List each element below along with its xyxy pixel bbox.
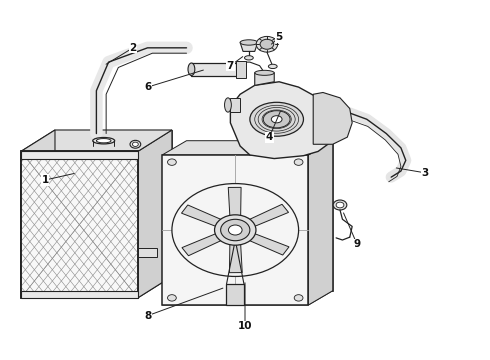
Ellipse shape xyxy=(255,70,274,75)
Text: 6: 6 xyxy=(144,82,151,92)
Polygon shape xyxy=(21,152,138,298)
Polygon shape xyxy=(181,205,222,226)
Polygon shape xyxy=(21,152,138,158)
Polygon shape xyxy=(21,276,172,298)
Ellipse shape xyxy=(215,215,256,245)
Text: 8: 8 xyxy=(144,311,151,321)
Polygon shape xyxy=(192,63,240,76)
Polygon shape xyxy=(162,155,308,305)
Ellipse shape xyxy=(240,40,258,45)
Ellipse shape xyxy=(224,98,231,112)
Text: 10: 10 xyxy=(238,321,252,332)
Ellipse shape xyxy=(269,64,277,68)
Polygon shape xyxy=(55,130,172,276)
Polygon shape xyxy=(313,93,352,144)
Ellipse shape xyxy=(172,184,298,276)
Ellipse shape xyxy=(220,219,250,241)
Text: 4: 4 xyxy=(266,132,273,142)
Ellipse shape xyxy=(228,225,242,235)
Ellipse shape xyxy=(333,200,347,210)
Polygon shape xyxy=(249,204,289,226)
Ellipse shape xyxy=(250,102,303,136)
Text: 7: 7 xyxy=(227,61,234,71)
Polygon shape xyxy=(240,42,258,51)
Polygon shape xyxy=(230,82,333,158)
Text: 1: 1 xyxy=(42,175,49,185)
Polygon shape xyxy=(162,141,333,155)
Polygon shape xyxy=(138,248,157,257)
Ellipse shape xyxy=(237,63,244,76)
Ellipse shape xyxy=(245,56,253,60)
Polygon shape xyxy=(229,244,242,273)
Ellipse shape xyxy=(263,111,290,128)
Text: 5: 5 xyxy=(275,32,283,42)
Polygon shape xyxy=(21,291,138,298)
Ellipse shape xyxy=(188,63,195,76)
Ellipse shape xyxy=(132,142,138,147)
Polygon shape xyxy=(308,141,333,305)
Text: 9: 9 xyxy=(353,239,361,249)
Polygon shape xyxy=(187,141,333,291)
Polygon shape xyxy=(21,130,172,152)
Polygon shape xyxy=(230,98,240,112)
Polygon shape xyxy=(255,73,274,85)
Polygon shape xyxy=(162,291,333,305)
Text: 2: 2 xyxy=(129,43,137,53)
Ellipse shape xyxy=(336,202,344,208)
Ellipse shape xyxy=(168,295,176,301)
Ellipse shape xyxy=(256,36,278,52)
Ellipse shape xyxy=(93,138,115,144)
Text: 3: 3 xyxy=(422,168,429,178)
Ellipse shape xyxy=(271,116,282,123)
Polygon shape xyxy=(228,187,241,216)
Ellipse shape xyxy=(97,139,111,143)
Polygon shape xyxy=(138,130,172,298)
Polygon shape xyxy=(226,284,244,305)
Polygon shape xyxy=(236,61,246,78)
Ellipse shape xyxy=(294,159,303,165)
Polygon shape xyxy=(182,233,222,256)
Polygon shape xyxy=(21,130,55,298)
Ellipse shape xyxy=(294,295,303,301)
Ellipse shape xyxy=(168,159,176,165)
Ellipse shape xyxy=(130,140,141,148)
Polygon shape xyxy=(249,233,289,255)
Ellipse shape xyxy=(260,39,274,49)
